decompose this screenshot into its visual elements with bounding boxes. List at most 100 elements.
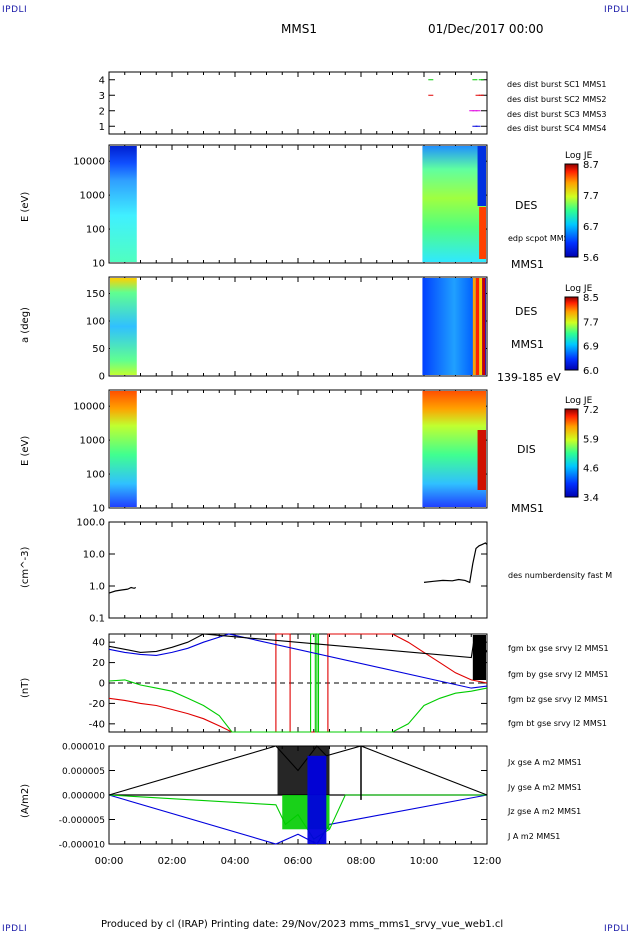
p2-ytick-label: 1000 — [80, 191, 105, 202]
p3-species-label: DES — [515, 305, 538, 318]
p5-frame — [108, 521, 488, 619]
x-tick-label: 08:00 — [347, 856, 376, 867]
p4-species-label: DIS — [517, 443, 536, 456]
p7-legend-jy: Jy gse A m2 MMS1 — [508, 783, 582, 792]
p3-ytick-label: 100 — [86, 317, 105, 328]
p3-spacecraft-label: MMS1 — [511, 338, 544, 351]
p2-colorbar-title: Log JE — [565, 151, 593, 161]
x-tick-label: 06:00 — [284, 856, 313, 867]
p6-ytick-label: -40 — [89, 719, 105, 730]
p1-frame — [108, 71, 488, 135]
p2-colorbar-label: 6.7 — [583, 222, 599, 233]
p4-ytick-label: 10000 — [73, 402, 105, 413]
p6-ytick-label: 0 — [99, 679, 105, 690]
p2-colorbar-label: 5.6 — [583, 253, 599, 264]
p3-colorbar-label: 8.5 — [583, 293, 599, 304]
p2-colorbar-label: 8.7 — [583, 160, 599, 171]
p2-high-flux-block — [479, 207, 486, 259]
p6-legend-by: fgm by gse srvy l2 MMS1 — [508, 670, 609, 679]
p7-legend-jx: Jx gse A m2 MMS1 — [508, 758, 582, 767]
p1-legend-1: des dist burst SC1 MMS1 — [507, 80, 607, 89]
p6-legend-bt: fgm bt gse srvy l2 MMS1 — [508, 719, 607, 728]
p1-ytick-label: 3 — [99, 91, 105, 102]
x-tick-label: 00:00 — [95, 856, 124, 867]
p4-ion-spectrogram-left — [110, 391, 137, 507]
p4-spacecraft-label: MMS1 — [511, 502, 544, 515]
p6-legend-bx: fgm bx gse srvy l2 MMS1 — [508, 644, 609, 653]
p4-high-flux-block — [477, 430, 486, 490]
x-tick-label: 02:00 — [158, 856, 187, 867]
p3-colorbar-label: 6.0 — [583, 366, 599, 377]
p3-colorbar-label: 6.9 — [583, 342, 599, 353]
corner-label-bottom-left: IPDLI — [2, 924, 28, 934]
p2-electron-spectrogram-left — [110, 146, 137, 262]
p1-legend-4: des dist burst SC4 MMS4 — [507, 124, 607, 133]
corner-label-top-left: IPDLI — [2, 5, 28, 15]
p2-colorbar — [564, 163, 579, 258]
p4-ytick-label: 1000 — [80, 436, 105, 447]
footer-credit: Produced by cl (IRAP) Printing date: 29/… — [101, 919, 504, 930]
p3-pitch-angle-left — [110, 278, 137, 375]
p2-ytick-label: 100 — [86, 225, 105, 236]
p1-legend-2: des dist burst SC2 MMS2 — [507, 95, 607, 104]
corner-label-top-right: IPDLI — [604, 5, 630, 15]
p6-ytick-label: 40 — [92, 638, 105, 649]
p1-ytick-label: 4 — [99, 75, 105, 86]
p3-colorbar — [564, 296, 579, 371]
x-tick-label: 12:00 — [473, 856, 502, 867]
p2-electron-spectrogram-right — [422, 146, 486, 262]
p3-ytick-label: 150 — [86, 289, 105, 300]
p3-ytick-label: 50 — [92, 344, 105, 355]
p2-colorbar-label: 7.7 — [583, 191, 599, 202]
p5-ytick-label: 1.0 — [89, 582, 105, 593]
p5-ytick-label: 100.0 — [76, 518, 105, 529]
p2-ytick-label: 10 — [92, 259, 105, 270]
p6-late-fluctuation-block — [472, 635, 486, 680]
p6-series-2 — [108, 633, 488, 689]
p1-legend-3: des dist burst SC3 MMS3 — [507, 110, 607, 119]
p4-ion-spectrogram-right — [422, 391, 486, 507]
p4-colorbar-label: 3.4 — [583, 493, 599, 504]
spacecraft-title: MMS1 — [281, 22, 317, 36]
p6-series-0 — [108, 633, 488, 733]
p4-colorbar-label: 4.6 — [583, 464, 599, 475]
p6-ytick-label: -20 — [89, 699, 105, 710]
p5-ytick-label: 10.0 — [83, 550, 105, 561]
p3-flux-stripe — [479, 278, 483, 375]
p2-spacecraft-label: MMS1 — [511, 258, 544, 271]
p3-ytick-label: 0 — [99, 372, 105, 383]
p5-density-line-late — [423, 542, 488, 584]
p3-flux-stripe — [472, 278, 476, 375]
p2-species-label: DES — [515, 199, 538, 212]
p7-ytick-label: 0.000005 — [62, 767, 105, 777]
p4-colorbar-title: Log JE — [565, 396, 593, 406]
p4-ytick-label: 10 — [92, 504, 105, 515]
p3-colorbar-label: 7.7 — [583, 317, 599, 328]
p1-ytick-label: 2 — [99, 106, 105, 117]
x-tick-label: 04:00 — [221, 856, 250, 867]
p5-legend: des numberdensity fast M — [508, 571, 613, 580]
p2-scpot-label: edp scpot MMS1 — [508, 234, 574, 243]
x-tick-label: 10:00 — [410, 856, 439, 867]
p7-ytick-label: 0.000010 — [62, 743, 105, 753]
p5-ytick-label: 0.1 — [89, 614, 105, 625]
p6-ytick-label: 20 — [92, 658, 105, 669]
p2-ytick-label: 10000 — [73, 157, 105, 168]
p3-flux-stripe — [475, 278, 479, 375]
p4-colorbar-label: 5.9 — [583, 434, 599, 445]
p5-density-line-early — [108, 586, 137, 594]
p7-ytick-label: -0.000005 — [59, 816, 105, 826]
p1-ytick-label: 1 — [99, 122, 105, 133]
p3-energy-range-label: 139-185 eV — [497, 371, 561, 384]
p7-ytick-label: 0.000000 — [62, 792, 105, 802]
p2-low-flux-block — [477, 146, 486, 206]
p3-colorbar-title: Log JE — [565, 284, 593, 294]
corner-label-bottom-right: IPDLI — [604, 924, 630, 934]
p7-legend-j: J A m2 MMS1 — [508, 832, 561, 841]
p4-colorbar-label: 7.2 — [583, 405, 599, 416]
p7-legend-jz: Jz gse A m2 MMS1 — [508, 807, 582, 816]
p4-colorbar — [564, 408, 579, 498]
p6-legend-bz: fgm bz gse srvy l2 MMS1 — [508, 695, 609, 704]
p3-flux-stripe — [482, 278, 486, 375]
